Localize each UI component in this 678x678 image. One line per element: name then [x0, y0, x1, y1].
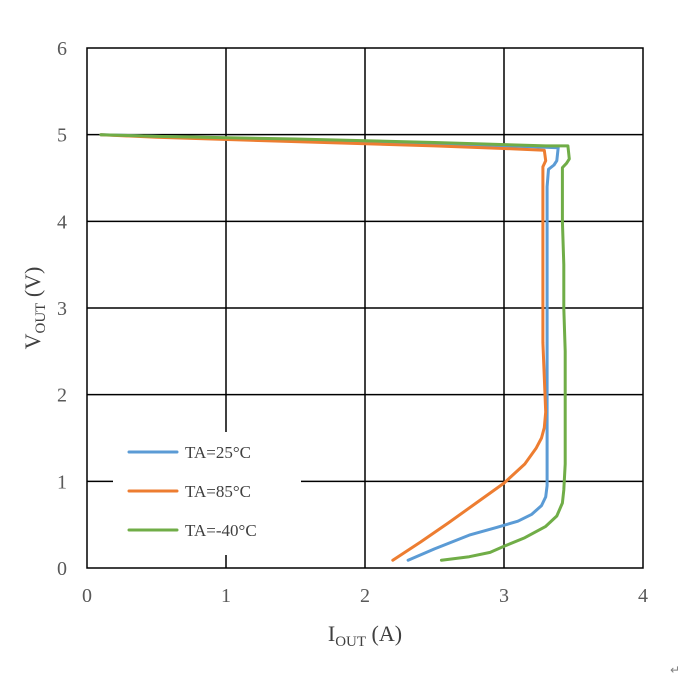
legend-label-2: TA=-40°C: [185, 521, 257, 540]
series-line-1: [99, 133, 548, 562]
y-tick-label-6: 6: [57, 38, 67, 60]
y-tick-labels: 0 1 2 3 4 5 6: [57, 38, 67, 580]
x-axis-title-sub: OUT: [335, 634, 366, 650]
x-tick-label-4: 4: [638, 585, 648, 607]
y-tick-label-2: 2: [57, 385, 67, 407]
series-lines: [99, 133, 571, 562]
y-tick-label-0: 0: [57, 558, 67, 580]
legend-label-1: TA=85°C: [185, 482, 251, 501]
x-axis-title-unit: (A): [366, 621, 402, 646]
y-tick-label-3: 3: [57, 298, 67, 320]
y-axis-title-unit: (V): [20, 267, 45, 303]
y-tick-label-1: 1: [57, 471, 67, 493]
y-axis-title: VOUT (V): [20, 267, 49, 350]
series-line-2: [99, 133, 571, 562]
x-axis-title-main: I: [328, 621, 335, 646]
x-tick-label-3: 3: [499, 585, 509, 607]
x-tick-label-2: 2: [360, 585, 370, 607]
return-mark-icon: ↵: [670, 663, 678, 677]
y-tick-label-4: 4: [57, 211, 67, 233]
x-tick-label-1: 1: [221, 585, 231, 607]
plot-frame: [86, 47, 644, 569]
y-axis-title-sub: OUT: [33, 303, 49, 334]
x-axis-title: IOUT (A): [328, 621, 402, 650]
y-tick-label-5: 5: [57, 125, 67, 147]
x-tick-labels: 0 1 2 3 4: [82, 585, 648, 607]
legend: TA=25°C TA=85°C TA=-40°C: [113, 432, 301, 555]
x-tick-label-0: 0: [82, 585, 92, 607]
legend-label-0: TA=25°C: [185, 443, 251, 462]
y-axis-title-main: V: [20, 333, 45, 349]
